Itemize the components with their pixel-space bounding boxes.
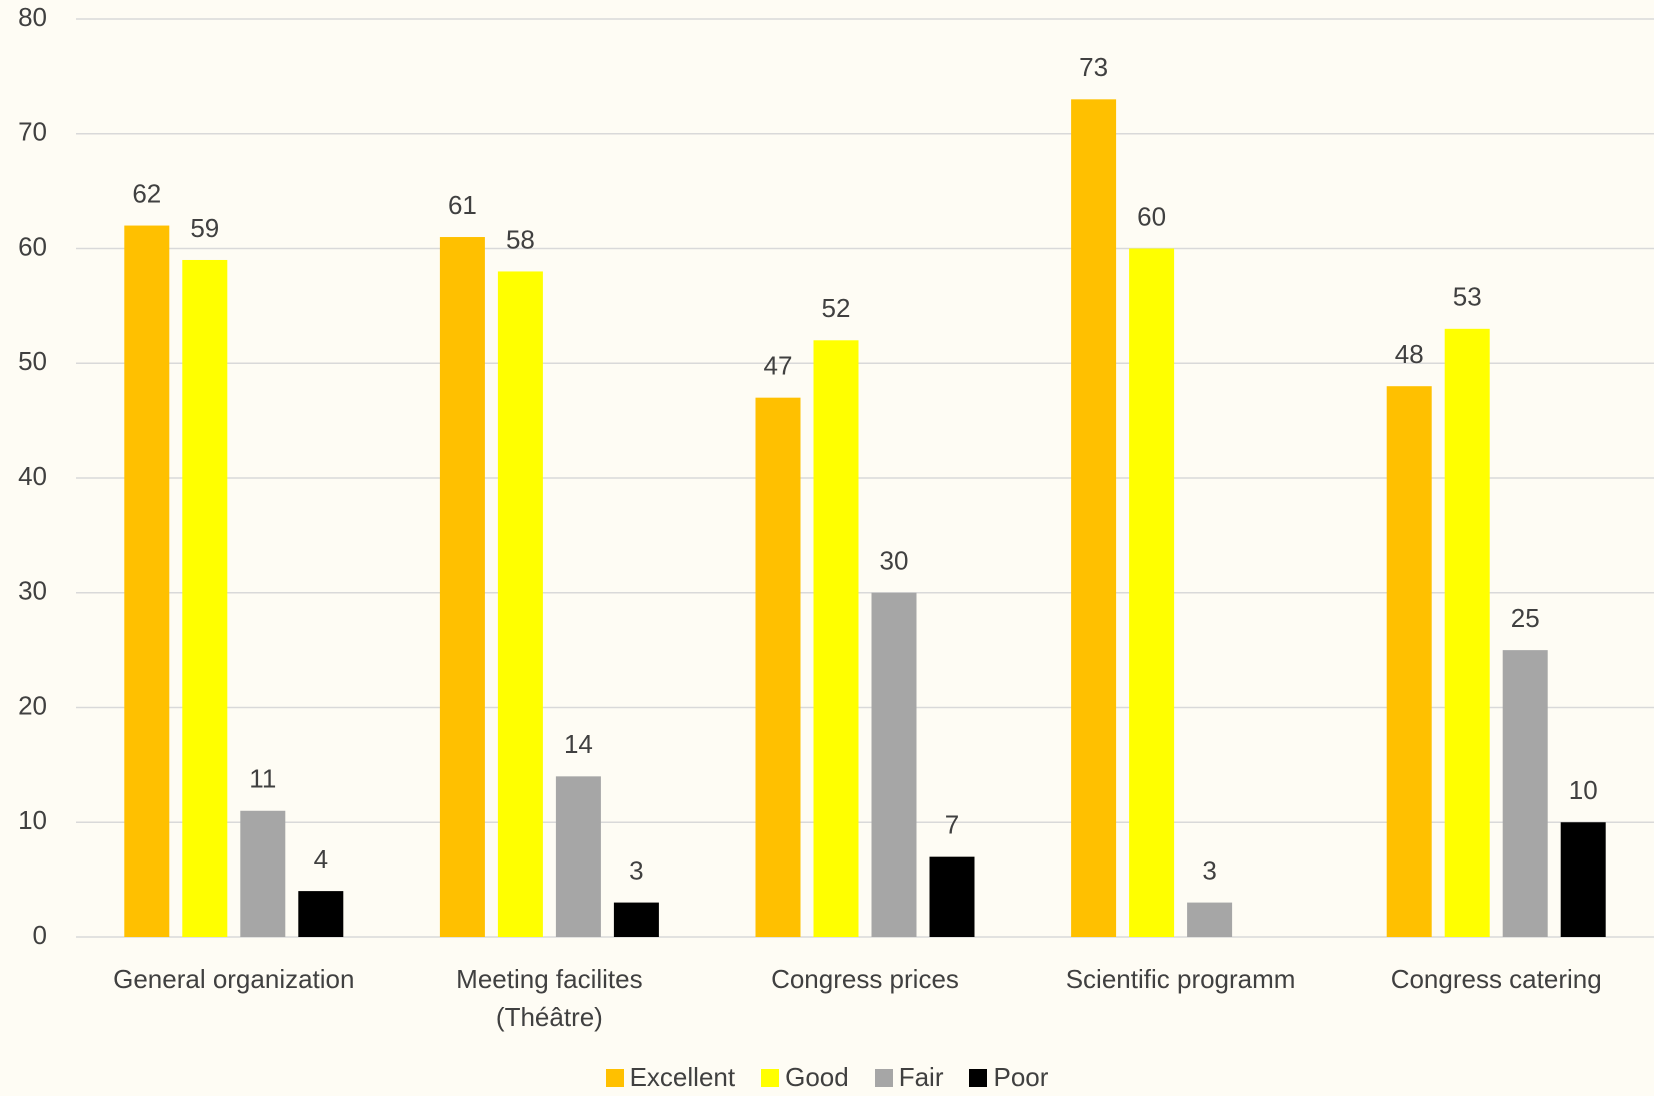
data-label: 7 (945, 810, 959, 840)
legend-label: Poor (993, 1062, 1049, 1092)
data-label: 53 (1453, 282, 1482, 312)
legend-label: Excellent (629, 1062, 736, 1092)
y-tick-label: 20 (18, 690, 47, 720)
bar (182, 259, 228, 938)
legend-swatch (605, 1068, 624, 1087)
bar (1560, 822, 1606, 937)
data-label: 58 (506, 224, 535, 254)
x-tick-label: Congress prices (771, 964, 959, 994)
legend-item: Excellent (605, 1062, 736, 1093)
data-label: 59 (190, 213, 219, 243)
bar (1129, 248, 1175, 937)
y-tick-label: 80 (18, 2, 47, 32)
legend-item: Good (761, 1062, 849, 1093)
bar (613, 902, 659, 937)
data-label: 73 (1079, 52, 1108, 82)
y-tick-label: 50 (18, 346, 47, 376)
bar (555, 776, 601, 937)
bar (497, 271, 543, 937)
data-label: 4 (314, 844, 328, 874)
legend-label: Good (785, 1062, 849, 1092)
bar (871, 592, 917, 937)
data-label: 60 (1137, 201, 1166, 231)
data-label: 47 (764, 351, 793, 381)
y-tick-label: 40 (18, 461, 47, 491)
data-label: 30 (880, 546, 909, 576)
y-tick-label: 60 (18, 231, 47, 261)
data-label: 52 (822, 293, 851, 323)
legend-swatch (969, 1068, 988, 1087)
bar (240, 810, 286, 937)
bar (755, 397, 801, 937)
data-label: 14 (564, 729, 593, 759)
data-label: 10 (1569, 775, 1598, 805)
x-tick-label: Scientific programm (1065, 964, 1296, 994)
y-tick-label: 10 (18, 805, 47, 835)
legend-swatch (874, 1068, 893, 1087)
bar (1444, 328, 1490, 937)
data-label: 11 (249, 764, 276, 794)
bar (298, 891, 344, 937)
y-tick-label: 70 (18, 117, 47, 147)
y-tick-label: 30 (18, 576, 47, 606)
legend-item: Poor (969, 1062, 1048, 1093)
legend: Excellent Good Fair Poor (0, 1062, 1654, 1093)
legend-swatch (761, 1068, 780, 1087)
data-label: 3 (629, 855, 643, 885)
bar (1502, 650, 1548, 937)
data-label: 48 (1395, 339, 1424, 369)
bar (124, 225, 170, 938)
bar (1386, 386, 1432, 937)
bar (1071, 99, 1117, 937)
x-tick-label: Meeting facilites (Théâtre) (456, 964, 643, 1032)
y-tick-label: 0 (33, 920, 47, 950)
x-tick-label: Congress catering (1390, 964, 1602, 994)
bar (439, 237, 485, 937)
data-label: 25 (1511, 603, 1540, 633)
bar (813, 340, 859, 937)
data-label: 3 (1202, 855, 1216, 885)
x-tick-label: General organization (113, 964, 355, 994)
bar (929, 856, 975, 937)
data-label: 61 (448, 190, 477, 220)
legend-item: Fair (874, 1062, 944, 1093)
data-label: 62 (132, 178, 161, 208)
legend-label: Fair (898, 1062, 944, 1092)
bar (1187, 902, 1233, 937)
